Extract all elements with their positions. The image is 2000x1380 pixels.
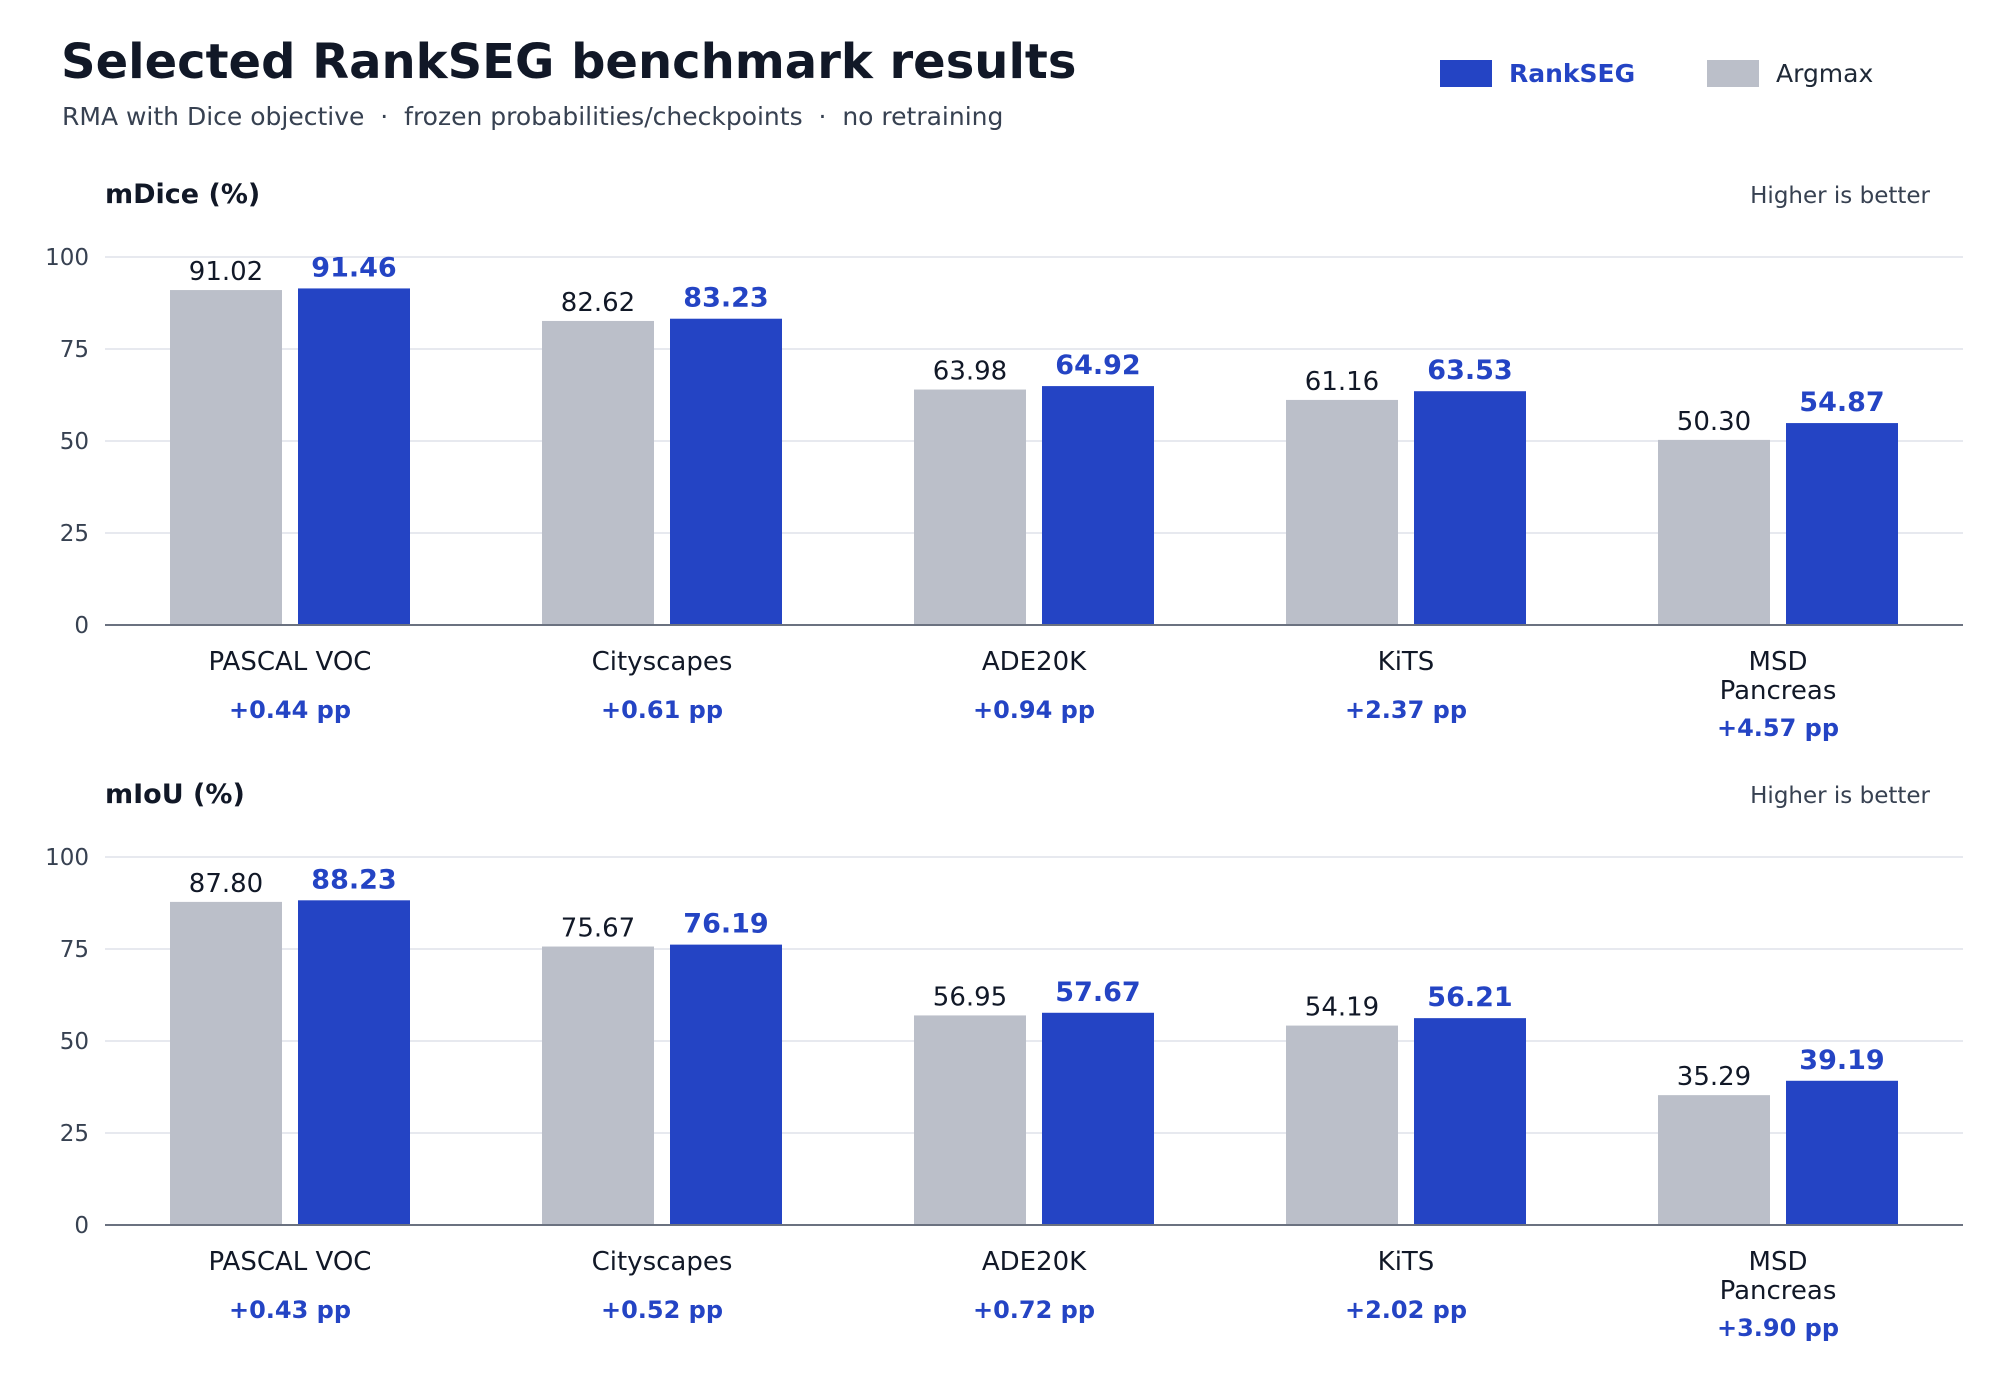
delta-label: +3.90 pp bbox=[1717, 1314, 1839, 1342]
delta-label: +0.94 pp bbox=[973, 696, 1095, 724]
data-label-rankseg: 88.23 bbox=[311, 864, 396, 895]
x-category-line: PASCAL VOC bbox=[209, 647, 372, 677]
x-category-line: ADE20K bbox=[982, 647, 1087, 677]
data-label-rankseg: 76.19 bbox=[683, 909, 768, 940]
data-label-argmax: 91.02 bbox=[189, 257, 263, 287]
panel-title: mIoU (%) bbox=[105, 779, 245, 810]
bar-argmax bbox=[542, 320, 654, 625]
legend-swatch-rankseg bbox=[1440, 59, 1492, 87]
y-tick-label: 100 bbox=[45, 845, 89, 871]
bar-rankseg bbox=[1786, 1080, 1898, 1225]
y-tick-label: 25 bbox=[60, 521, 89, 547]
data-label-argmax: 82.62 bbox=[561, 288, 635, 318]
panel-miou: mIoU (%) Higher is better 0 25 50 75 100 87.80 8… bbox=[45, 779, 1963, 1342]
data-label-rankseg: 54.87 bbox=[1799, 387, 1884, 418]
y-tick-label: 50 bbox=[60, 429, 89, 455]
bar-argmax bbox=[914, 1015, 1026, 1225]
panel-mdice: mDice (%) Higher is better 0 25 50 75 100 91.02… bbox=[45, 179, 1963, 742]
bar-argmax bbox=[1286, 399, 1398, 625]
panel-title: mDice (%) bbox=[105, 179, 260, 210]
x-category-line: Pancreas bbox=[1720, 676, 1837, 706]
legend-label-argmax: Argmax bbox=[1776, 58, 1874, 88]
x-category-line: Cityscapes bbox=[592, 1247, 733, 1277]
bar-argmax bbox=[914, 389, 1026, 625]
data-label-argmax: 56.95 bbox=[933, 982, 1007, 1012]
legend-swatch-argmax bbox=[1707, 59, 1759, 87]
y-tick-label: 0 bbox=[74, 613, 89, 639]
delta-label: +0.44 pp bbox=[229, 696, 351, 724]
data-label-rankseg: 63.53 bbox=[1427, 355, 1512, 386]
bar-rankseg bbox=[670, 318, 782, 625]
bar-argmax bbox=[170, 901, 282, 1225]
delta-label: +0.72 pp bbox=[973, 1296, 1095, 1324]
data-label-rankseg: 64.92 bbox=[1055, 350, 1140, 381]
bar-argmax bbox=[1658, 1095, 1770, 1225]
y-tick-label: 50 bbox=[60, 1029, 89, 1055]
x-category-line: KiTS bbox=[1378, 647, 1435, 677]
y-tick-label: 100 bbox=[45, 245, 89, 271]
x-category-label: Cityscapes bbox=[592, 1247, 733, 1277]
delta-label: +4.57 pp bbox=[1717, 714, 1839, 742]
bar-rankseg bbox=[670, 944, 782, 1225]
bar-argmax bbox=[1658, 439, 1770, 625]
panel-note: Higher is better bbox=[1750, 783, 1930, 809]
bar-rankseg bbox=[298, 288, 410, 625]
legend-item-argmax: Argmax bbox=[1707, 55, 1873, 91]
page-title: Selected RankSEG benchmark results bbox=[61, 34, 1077, 90]
bar-argmax bbox=[170, 290, 282, 625]
y-tick-label: 0 bbox=[74, 1213, 89, 1239]
data-label-rankseg: 83.23 bbox=[683, 283, 768, 314]
x-category-line: Cityscapes bbox=[592, 647, 733, 677]
data-label-argmax: 35.29 bbox=[1677, 1062, 1751, 1092]
delta-label: +0.61 pp bbox=[601, 696, 723, 724]
x-category-label: PASCAL VOC bbox=[209, 1247, 372, 1277]
data-label-argmax: 54.19 bbox=[1305, 993, 1379, 1023]
x-category-line: Pancreas bbox=[1720, 1276, 1837, 1306]
y-tick-label: 25 bbox=[60, 1121, 89, 1147]
y-tick-label: 75 bbox=[60, 937, 89, 963]
data-label-argmax: 50.30 bbox=[1677, 407, 1751, 437]
x-category-label: ADE20K bbox=[982, 647, 1087, 677]
x-category-label: MSD Pancreas bbox=[1720, 1247, 1837, 1306]
x-category-label: Cityscapes bbox=[592, 647, 733, 677]
legend-item-rankseg: RankSEG bbox=[1440, 55, 1635, 91]
y-tick-label: 75 bbox=[60, 337, 89, 363]
delta-label: +2.37 pp bbox=[1345, 696, 1467, 724]
x-category-label: KiTS bbox=[1378, 1247, 1435, 1277]
data-label-argmax: 75.67 bbox=[561, 914, 635, 944]
panel-note: Higher is better bbox=[1750, 183, 1930, 209]
page-subtitle: RMA with Dice objective · frozen probabi… bbox=[62, 102, 1004, 131]
x-category-line: MSD bbox=[1749, 647, 1808, 677]
x-category-line: PASCAL VOC bbox=[209, 1247, 372, 1277]
x-category-label: MSD Pancreas bbox=[1720, 647, 1837, 706]
delta-label: +2.02 pp bbox=[1345, 1296, 1467, 1324]
x-category-line: ADE20K bbox=[982, 1247, 1087, 1277]
bar-argmax bbox=[542, 946, 654, 1225]
data-label-rankseg: 39.19 bbox=[1799, 1045, 1884, 1076]
bar-rankseg bbox=[1786, 423, 1898, 625]
x-category-line: MSD bbox=[1749, 1247, 1808, 1277]
x-category-label: PASCAL VOC bbox=[209, 647, 372, 677]
x-category-label: KiTS bbox=[1378, 647, 1435, 677]
data-label-argmax: 61.16 bbox=[1305, 367, 1379, 397]
data-label-argmax: 87.80 bbox=[189, 869, 263, 899]
bar-argmax bbox=[1286, 1025, 1398, 1225]
delta-label: +0.43 pp bbox=[229, 1296, 351, 1324]
legend-label-rankseg: RankSEG bbox=[1509, 58, 1636, 88]
delta-label: +0.52 pp bbox=[601, 1296, 723, 1324]
x-category-line: KiTS bbox=[1378, 1247, 1435, 1277]
bar-rankseg bbox=[1042, 1012, 1154, 1225]
data-label-argmax: 63.98 bbox=[933, 357, 1007, 387]
bar-rankseg bbox=[1414, 1018, 1526, 1225]
data-label-rankseg: 57.67 bbox=[1055, 977, 1140, 1008]
data-label-rankseg: 91.46 bbox=[311, 252, 396, 283]
data-label-rankseg: 56.21 bbox=[1427, 982, 1512, 1013]
bar-rankseg bbox=[1042, 386, 1154, 625]
x-category-label: ADE20K bbox=[982, 1247, 1087, 1277]
bar-rankseg bbox=[1414, 391, 1526, 625]
bar-rankseg bbox=[298, 900, 410, 1225]
